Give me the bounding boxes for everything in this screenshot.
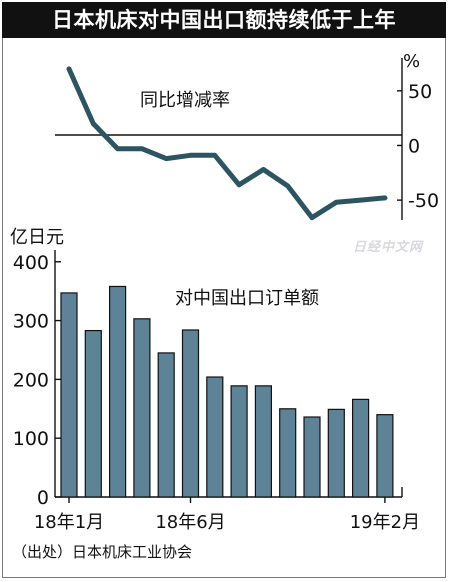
bar	[376, 414, 394, 498]
bars	[60, 285, 394, 498]
bar-chart-label: 对中国出口订单额	[175, 288, 319, 309]
line-point	[333, 199, 339, 205]
source-note: （出处）日本机床工业协会	[12, 543, 193, 561]
bar	[181, 329, 200, 498]
line-point	[236, 182, 242, 188]
bar	[84, 329, 102, 498]
line-point	[163, 156, 169, 161]
bar	[108, 285, 127, 498]
bar-chart: 亿日元 对中国出口订单额 0 100 200 300 400 18年1月 18年6月 19年…	[10, 227, 420, 533]
bar-y-tick-label: 100	[13, 428, 49, 450]
line-y-tick-label: 50	[408, 81, 432, 103]
bar	[206, 376, 224, 498]
line-point	[139, 146, 145, 152]
line-point	[382, 195, 388, 201]
line-unit-label: %	[403, 51, 420, 72]
line-point	[188, 152, 193, 158]
line-point	[66, 66, 72, 72]
line-point	[285, 183, 291, 189]
line-point	[261, 167, 266, 172]
line-points	[66, 66, 388, 221]
watermark-logo: 日经中文网	[353, 240, 424, 255]
bar	[133, 318, 151, 498]
bar	[157, 352, 175, 498]
line-y-tick-label: -50	[408, 190, 439, 212]
bar	[352, 398, 370, 498]
yoy-change-line	[66, 66, 388, 221]
bar	[60, 292, 78, 498]
line-point	[358, 197, 363, 203]
page-title: 日本机床对中国出口额持续低于上年	[52, 8, 396, 32]
bar-x-tick-label: 19年2月	[350, 512, 420, 533]
bar-y-tick-label: 200	[13, 369, 49, 391]
bar-x-ticks: 18年1月 18年6月 19年2月	[34, 497, 420, 533]
title-bar	[2, 2, 446, 38]
bar	[254, 385, 272, 498]
line-point	[115, 146, 120, 152]
line-point	[309, 215, 315, 221]
line-point	[90, 121, 96, 126]
bar-x-tick-label: 18年1月	[34, 512, 104, 533]
line-y-ticks: 50 0 -50	[397, 81, 439, 212]
bar-y-axis-label: 亿日元	[10, 227, 64, 248]
line-chart: % 同比增减率 50 0 -50	[55, 51, 439, 221]
bar-y-tick-label: 0	[37, 487, 49, 509]
bar	[303, 416, 321, 498]
line-point	[212, 152, 218, 158]
bar-y-tick-label: 300	[13, 311, 49, 333]
line-chart-label: 同比增减率	[140, 90, 230, 111]
bar	[327, 408, 345, 498]
bar-y-tick-label: 400	[13, 252, 49, 274]
line-y-tick-label: 0	[408, 135, 420, 157]
bar	[230, 385, 248, 498]
bar-y-ticks: 0 100 200 300 400	[13, 252, 61, 509]
bar	[279, 408, 297, 498]
bar-x-tick-label: 18年6月	[155, 512, 225, 533]
